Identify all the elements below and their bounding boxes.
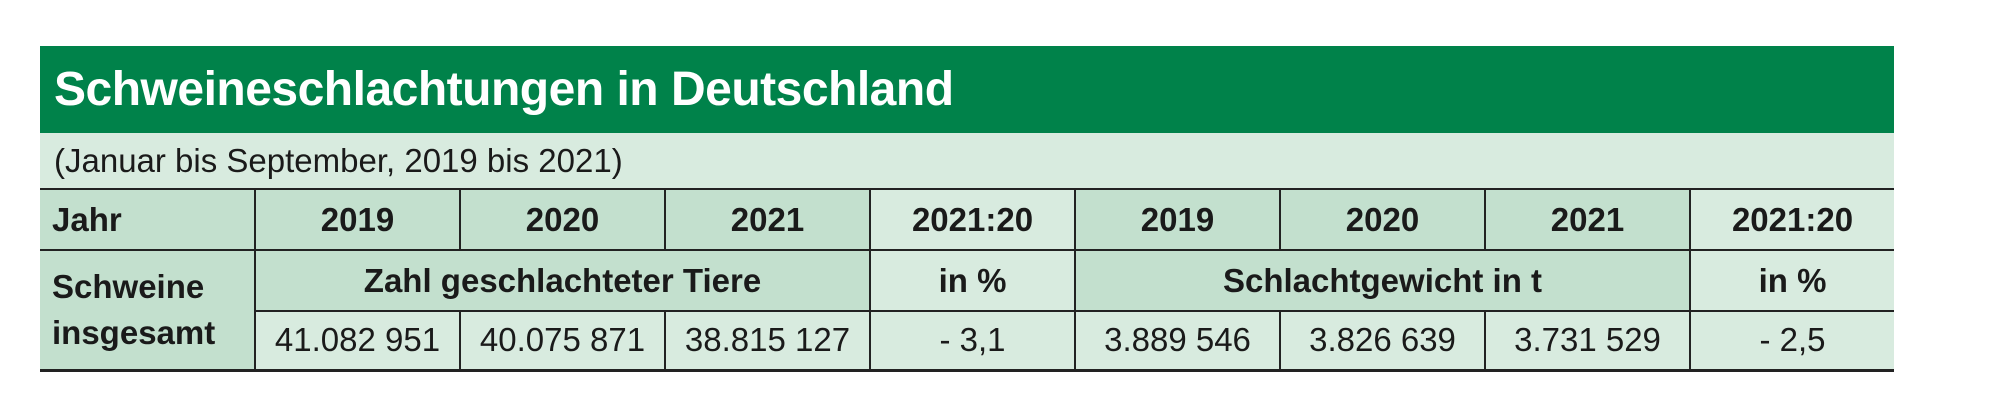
- subtitle-bar: (Januar bis September, 2019 bis 2021): [40, 133, 1894, 188]
- header-year-b-2021: 2021: [1484, 188, 1691, 251]
- data-table: Jahr 2019 2020 2021 2021:20 2019 2020 20…: [40, 188, 1894, 372]
- value-change-b: - 2,5: [1689, 310, 1894, 372]
- value-a-2020: 40.075 871: [459, 310, 666, 372]
- value-b-2019: 3.889 546: [1074, 310, 1281, 372]
- value-b-2021: 3.731 529: [1484, 310, 1691, 372]
- row-label-schweine: Schweine insgesamt: [40, 249, 256, 372]
- header-row: Jahr 2019 2020 2021 2021:20 2019 2020 20…: [40, 188, 1894, 251]
- group-b-label: Schlachtgewicht in t: [1074, 249, 1691, 312]
- header-change-b: 2021:20: [1689, 188, 1894, 251]
- title-bar: Schweineschlachtungen in Deutschland: [40, 46, 1894, 133]
- row-label-line2: insgesamt: [52, 313, 216, 351]
- unit-b-label: in %: [1689, 249, 1894, 312]
- figure-subtitle: (Januar bis September, 2019 bis 2021): [54, 141, 623, 179]
- row-label-line1: Schweine: [52, 267, 205, 305]
- group-label-row: Schweine insgesamt Zahl geschlachteter T…: [40, 249, 1894, 372]
- value-row: 41.082 951 40.075 871 38.815 127 - 3,1 3…: [40, 310, 1894, 372]
- header-year-a-2020: 2020: [459, 188, 666, 251]
- unit-a-label: in %: [869, 249, 1076, 312]
- value-a-2019: 41.082 951: [254, 310, 461, 372]
- group-a-label: Zahl geschlachteter Tiere: [254, 249, 871, 312]
- pig-slaughter-table-figure: Schweineschlachtungen in Deutschland (Ja…: [40, 46, 1894, 372]
- header-change-a: 2021:20: [869, 188, 1076, 251]
- value-a-2021: 38.815 127: [664, 310, 871, 372]
- figure-title: Schweineschlachtungen in Deutschland: [54, 63, 954, 116]
- header-year-b-2020: 2020: [1279, 188, 1486, 251]
- row-label-jahr: Jahr: [40, 188, 256, 251]
- value-change-a: - 3,1: [869, 310, 1076, 372]
- header-year-a-2021: 2021: [664, 188, 871, 251]
- header-year-b-2019: 2019: [1074, 188, 1281, 251]
- value-b-2020: 3.826 639: [1279, 310, 1486, 372]
- header-year-a-2019: 2019: [254, 188, 461, 251]
